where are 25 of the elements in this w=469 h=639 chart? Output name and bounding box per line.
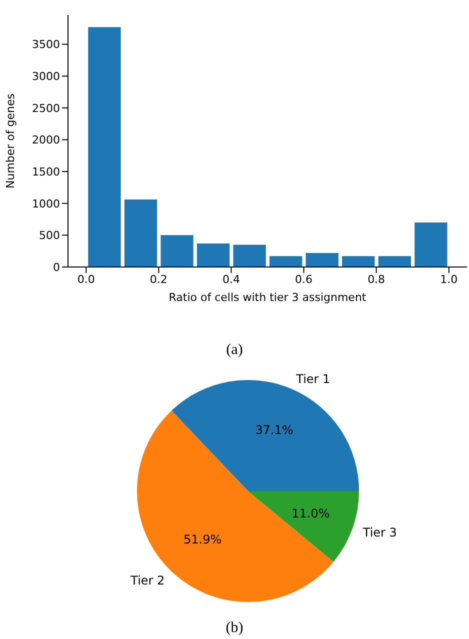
y-tick-label: 0 <box>53 260 60 274</box>
x-axis-title: Ratio of cells with tier 3 assignment <box>168 291 367 304</box>
y-tick-label: 2000 <box>32 134 60 147</box>
data-label: 11.0% <box>292 506 330 521</box>
y-tick-label: 500 <box>39 229 60 242</box>
y-tick-label: 3000 <box>32 70 60 83</box>
x-tick-label: 0.4 <box>222 272 240 286</box>
y-tick-label: 2500 <box>32 102 60 115</box>
data-label: 51.9% <box>184 532 222 547</box>
x-tick-label: 0.8 <box>368 272 386 286</box>
text: (b) <box>224 620 244 637</box>
y-axis-title: Number of genes <box>4 93 17 189</box>
x-tick-label: 1.0 <box>440 272 458 286</box>
slice-label: Tier 3 <box>362 525 397 540</box>
data-label: 37.1% <box>255 422 294 437</box>
y-tick-label: 3500 <box>32 38 60 52</box>
pie-slice <box>248 491 359 562</box>
slice-label: Tier 1 <box>295 372 330 386</box>
x-tick-label: 0.2 <box>150 272 168 286</box>
x-tick-label: 0.6 <box>295 272 313 286</box>
slice-label: Tier 2 <box>130 573 165 588</box>
text: (a) <box>225 342 244 359</box>
x-tick-label: 0.0 <box>77 272 95 286</box>
y-tick-label: 1500 <box>32 165 60 178</box>
y-tick-label: 1000 <box>32 197 60 210</box>
